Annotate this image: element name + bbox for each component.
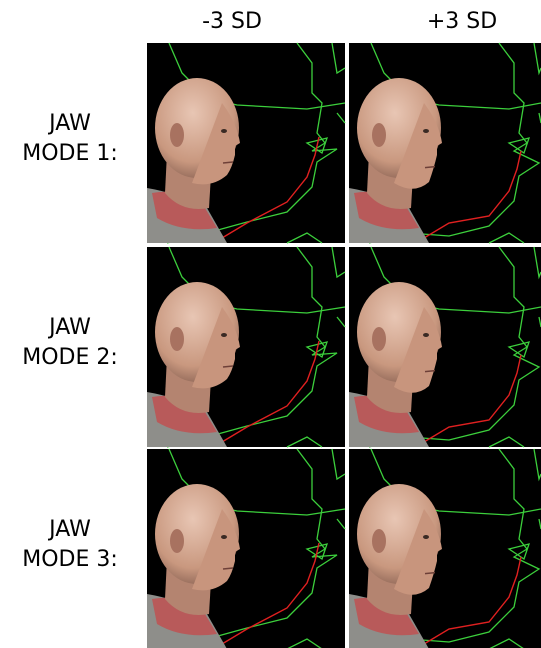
eye <box>423 333 429 337</box>
mouth <box>425 573 435 574</box>
ear <box>372 529 386 553</box>
mouth <box>425 167 435 168</box>
row-label: MODE 1: <box>22 141 118 166</box>
ear <box>170 529 184 553</box>
ear <box>170 123 184 147</box>
eye <box>423 535 429 539</box>
face-panel <box>349 449 541 648</box>
column-header: +3 SD <box>427 9 497 34</box>
mouth <box>223 366 233 367</box>
mouth <box>223 568 233 569</box>
eye <box>423 129 429 133</box>
ear <box>372 327 386 351</box>
face-panel <box>349 43 541 243</box>
figure: -3 SD +3 SD JAW MODE 1: JAW MODE 2: JAW MODE … <box>0 0 541 648</box>
row-label: MODE 3: <box>22 547 118 572</box>
column-header: -3 SD <box>202 9 262 34</box>
face-panel <box>147 43 345 243</box>
eye <box>221 129 227 133</box>
row-label: JAW <box>47 111 91 136</box>
ear <box>170 327 184 351</box>
face-panel <box>349 247 541 447</box>
eye <box>221 333 227 337</box>
row-label: JAW <box>47 315 91 340</box>
mouth <box>425 371 435 372</box>
eye <box>221 535 227 539</box>
ear <box>372 123 386 147</box>
mouth <box>223 162 233 163</box>
face-panel <box>147 247 345 447</box>
row-label: MODE 2: <box>22 345 118 370</box>
face-panel <box>147 449 345 648</box>
row-label: JAW <box>47 517 91 542</box>
